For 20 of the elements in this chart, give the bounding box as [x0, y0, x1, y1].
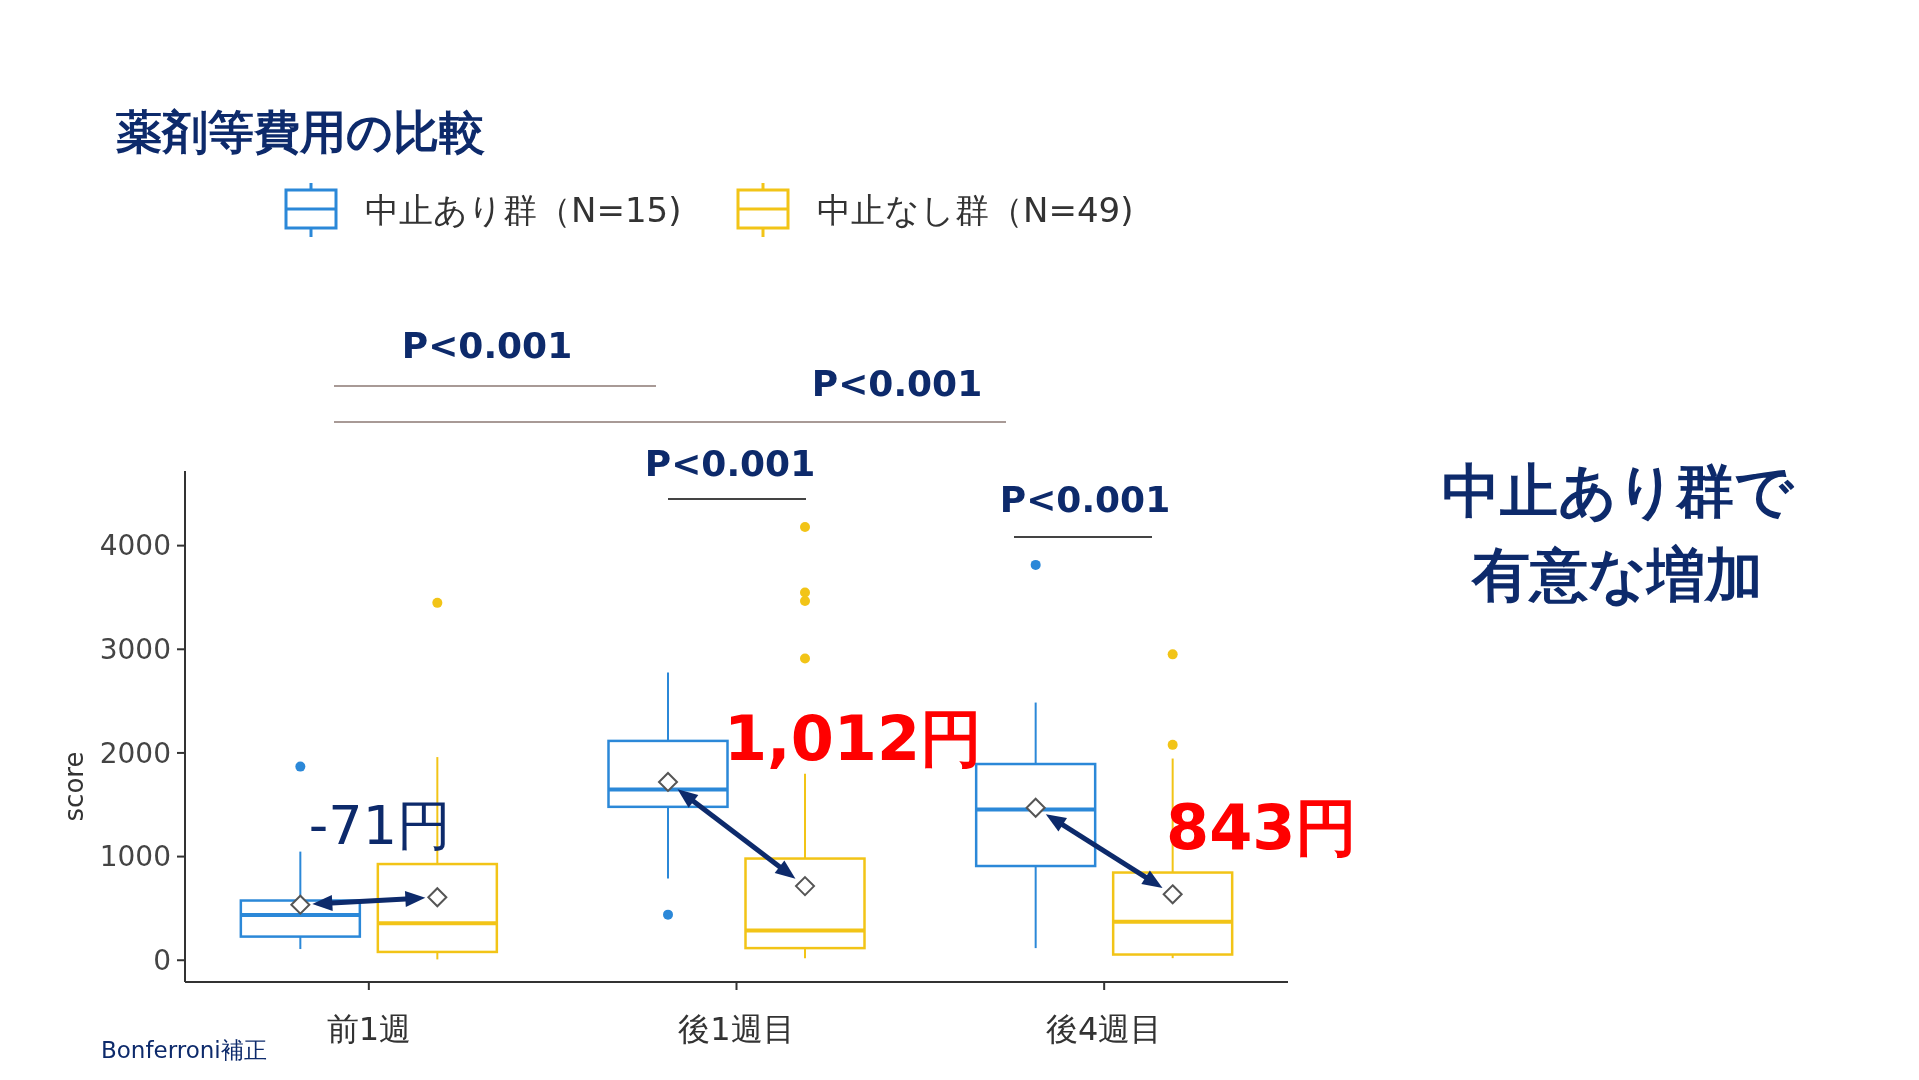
- legend-label: 中止あり群（N=15): [365, 190, 682, 230]
- chart-title: 薬剤等費用の比較: [116, 105, 485, 159]
- text: 中止あり群で: [1441, 457, 1795, 525]
- y-tick-label: 4000: [99, 529, 171, 563]
- y-tick-label: 1000: [99, 840, 171, 874]
- text: 有意な増加: [1469, 541, 1763, 609]
- text: P<0.001: [811, 362, 983, 404]
- y-axis-title: score: [59, 751, 89, 822]
- annotation: P<0.001: [644, 442, 816, 484]
- annotation: P<0.001: [999, 478, 1171, 520]
- y-tick-label: 0: [153, 944, 171, 978]
- legend-label: 中止なし群（N=49): [817, 190, 1134, 230]
- annotation: 1,012円: [723, 702, 983, 775]
- y-tick-label: 2000: [99, 736, 171, 770]
- text: P<0.001: [401, 324, 573, 366]
- x-tick-label: 後4週目: [1045, 1010, 1163, 1048]
- y-tick-label: 3000: [99, 633, 171, 667]
- x-tick-label: 前1週: [326, 1010, 412, 1048]
- text: Bonferroni補正: [101, 1037, 267, 1063]
- x-tick-label: 後1週目: [678, 1010, 795, 1048]
